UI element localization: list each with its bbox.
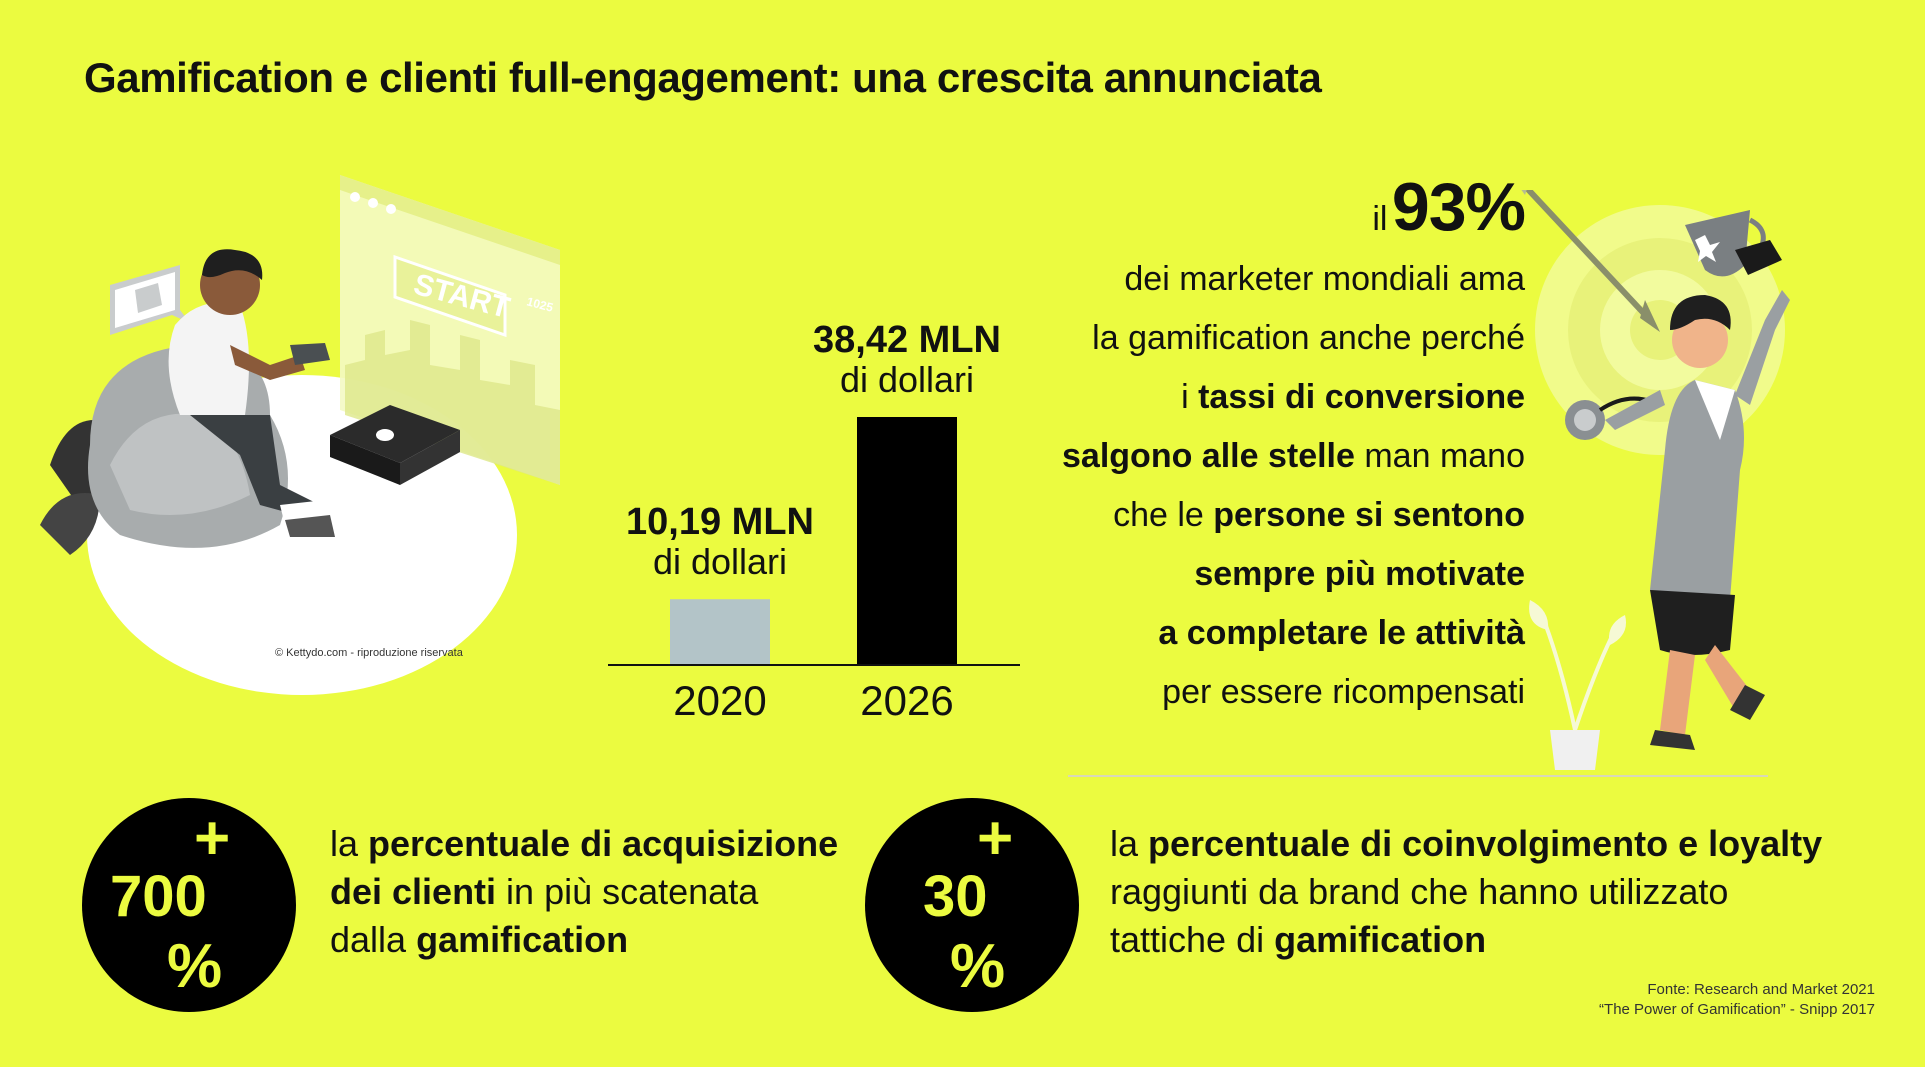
trophy-icon [1685, 210, 1782, 277]
statement-text: i [1181, 378, 1199, 416]
plant-pot [1529, 600, 1626, 770]
statement-highlight: a completare le attività [1158, 614, 1525, 652]
percent-sign: % [950, 932, 1006, 1001]
x-tick-label: 2020 [673, 677, 767, 724]
x-tick-label: 2026 [860, 677, 954, 724]
statement-line: salgono alle stelle man mano [1062, 427, 1525, 486]
statement-line: a completare le attività [1062, 604, 1525, 663]
stat-description-700: la percentuale di acquisizione dei client… [330, 820, 838, 964]
source-note: Fonte: Research and Market 2021 “The Pow… [1599, 980, 1875, 1020]
percent-sign: % [167, 932, 223, 1001]
stat-number: 30 [923, 864, 988, 929]
divider-line [1068, 775, 1768, 777]
statement-line: la percentuale di coinvolgimento e loyal… [1110, 820, 1822, 868]
bar-label-2026: 38,42 MLN di dollari [787, 319, 1027, 400]
gamer-figure [168, 249, 335, 537]
statement-text: la [1110, 823, 1149, 864]
bar-value-label: 10,19 MLN [626, 501, 814, 544]
bar-2026 [857, 417, 957, 665]
statement-text: la gamification anche perché [1092, 319, 1525, 357]
statement-line: che le persone si sentono [1062, 486, 1525, 545]
bar-2020 [670, 599, 770, 665]
source-line: Fonte: Research and Market 2021 [1647, 981, 1875, 998]
gamer-illustration: START 1025 [40, 175, 560, 695]
statement-line: sempre più motivate [1062, 545, 1525, 604]
statement-highlight: sempre più motivate [1194, 555, 1525, 593]
plus-sign: + [977, 804, 1014, 873]
bar-label-2020: 10,19 MLN di dollari [600, 501, 840, 583]
stat-description-30: la percentuale di coinvolgimento e loyal… [1110, 820, 1822, 964]
bar-unit-label: di dollari [652, 541, 788, 583]
statement-text: raggiunti da brand che hanno utilizzato [1110, 871, 1729, 912]
screen-counter: 1025 [525, 294, 555, 315]
stat-circle-30: + 30 % [865, 798, 1079, 1012]
statement-line: la percentuale di acquisizione [330, 820, 838, 868]
statement-text: dalla [330, 919, 417, 960]
arrow-icon [1521, 190, 1660, 332]
statement-highlight: salgono alle stelle [1062, 437, 1355, 475]
plus-sign: + [194, 804, 231, 873]
statement-highlight: persone si sentono [1213, 496, 1525, 534]
statement-highlight: percentuale di coinvolgimento e loyalty [1148, 823, 1823, 864]
marketers-stat-value: 93% [1391, 169, 1526, 245]
bar-chart [608, 417, 1020, 666]
statement-highlight: dei clienti [330, 871, 497, 912]
page-title: Gamification e clienti full-engagement: … [84, 54, 1322, 101]
bar-value-label: 38,42 MLN [813, 319, 1001, 361]
statement-highlight: tassi di conversione [1198, 378, 1525, 416]
marketers-stat-prefix: il [1372, 200, 1388, 238]
statement-line: per essere ricompensati [1062, 663, 1525, 722]
statement-line: tattiche di gamification [1110, 916, 1822, 964]
businesswoman-figure [1605, 290, 1790, 750]
statement-highlight: gamification [1274, 919, 1487, 960]
bar-unit-label: di dollari [839, 358, 975, 400]
chat-bubble-icon [110, 265, 190, 335]
statement-line: dei marketer mondiali ama [1062, 250, 1525, 309]
statement-text: dei marketer mondiali ama [1124, 260, 1525, 298]
statement-line: la gamification anche perché [1062, 309, 1525, 368]
statement-highlight: percentuale di acquisizione [368, 823, 839, 864]
businesswoman-illustration [1521, 190, 1790, 770]
statement-highlight: gamification [416, 919, 629, 960]
statement-text: man mano [1354, 437, 1525, 475]
statement-line: dei clienti in più scatenata [330, 868, 838, 916]
statement-text: che le [1113, 496, 1214, 534]
marketers-statement: dei marketer mondiali ama la gamification… [1062, 250, 1525, 722]
statement-line: dalla gamification [330, 916, 838, 964]
illustration-credit: © Kettydo.com - riproduzione riservata [275, 647, 463, 659]
stat-number: 700 [110, 864, 207, 929]
statement-line: raggiunti da brand che hanno utilizzato [1110, 868, 1822, 916]
game-console [330, 405, 460, 485]
stat-circle-700: + 700 % [82, 798, 296, 1012]
statement-text: tattiche di [1110, 919, 1275, 960]
statement-text: la [330, 823, 369, 864]
statement-text: per essere ricompensati [1162, 673, 1525, 711]
game-screen: START 1025 [340, 175, 560, 485]
statement-line: i tassi di conversione [1062, 368, 1525, 427]
source-line: “The Power of Gamification” - Snipp 2017 [1599, 1001, 1875, 1018]
statement-text: in più scatenata [496, 871, 759, 912]
marketers-stat: il 93% [1372, 168, 1526, 246]
